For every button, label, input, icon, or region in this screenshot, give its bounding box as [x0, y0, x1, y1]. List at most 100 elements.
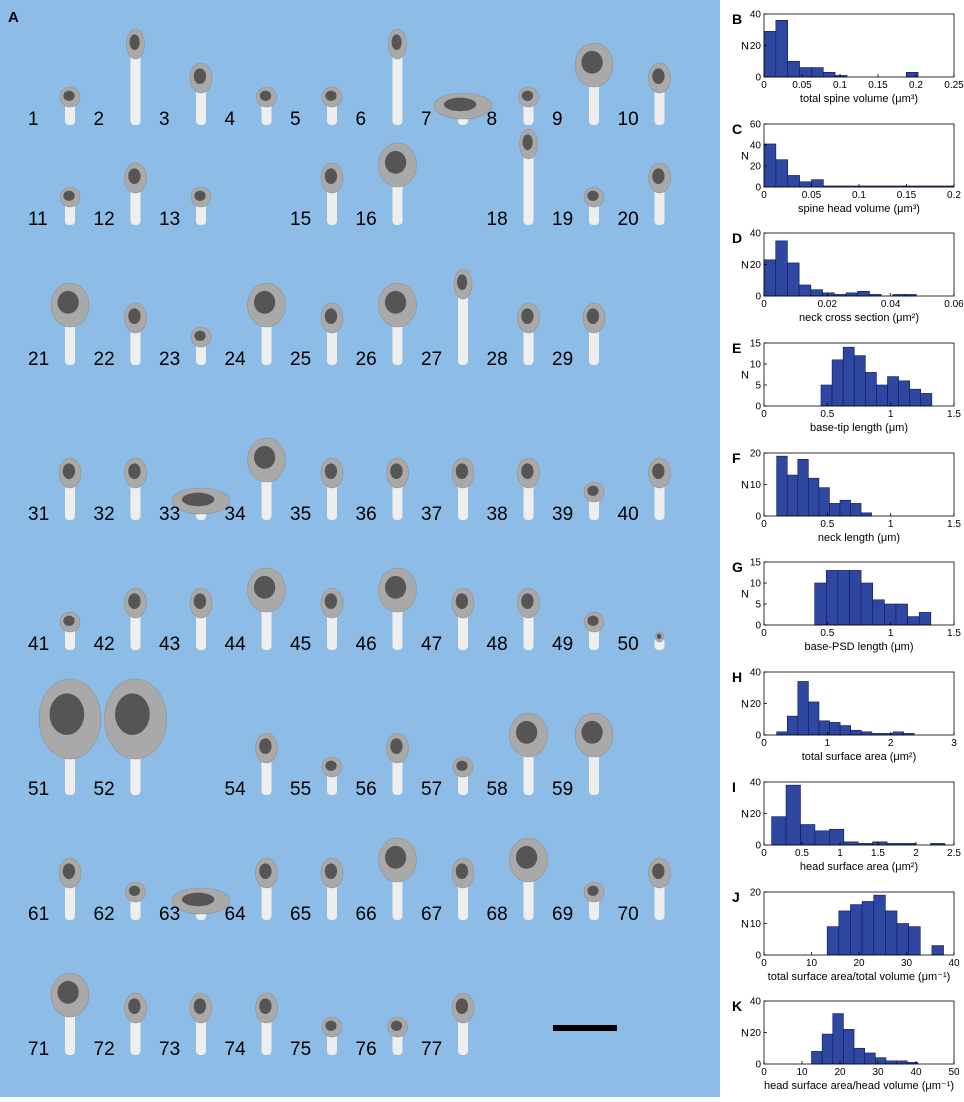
x-tick-label: 0 — [761, 738, 767, 749]
psd-patch — [129, 34, 140, 50]
y-tick-label: 0 — [755, 840, 761, 851]
spine-label: 68 — [487, 904, 508, 925]
spine-71: 71 — [28, 972, 90, 1060]
spine-label: 52 — [94, 779, 115, 800]
psd-patch — [652, 463, 665, 480]
histogram-bar — [808, 701, 820, 736]
spine-label: 77 — [421, 1039, 442, 1060]
spine-label: 66 — [356, 904, 377, 925]
spine-52: 52 — [94, 678, 167, 800]
x-tick-label: 1.5 — [947, 519, 961, 530]
histogram-bar — [811, 67, 824, 78]
histogram-bar — [800, 824, 816, 846]
spine-neck — [392, 323, 403, 365]
spine-neck — [65, 103, 75, 125]
histogram-bar — [763, 259, 777, 297]
x-tick-label: 0.04 — [881, 299, 901, 310]
x-tick-label: 0.5 — [820, 519, 834, 530]
spine-neck — [196, 203, 206, 225]
spine-label: 50 — [618, 634, 639, 655]
spine-label: 54 — [225, 779, 247, 800]
spine-7: 7 — [421, 92, 493, 130]
histogram-bar — [771, 816, 787, 846]
histogram-bar — [860, 512, 872, 517]
histogram-bar — [787, 174, 800, 187]
spine-label: 2 — [94, 109, 105, 130]
spine-35: 35 — [290, 457, 344, 525]
spine-label: 21 — [28, 349, 49, 370]
histogram-bar — [885, 1060, 897, 1065]
histogram-bar — [838, 910, 851, 955]
x-tick-label: 0 — [761, 1067, 767, 1078]
spine-72: 72 — [94, 992, 147, 1060]
y-tick-label: 40 — [750, 10, 762, 21]
x-tick-label: 0.15 — [897, 190, 917, 201]
spine-58: 58 — [487, 712, 548, 800]
panel-letter: E — [732, 340, 741, 356]
spine-label: 72 — [94, 1039, 115, 1060]
y-tick-label: 15 — [750, 339, 762, 350]
spine-neck — [196, 1019, 206, 1055]
y-axis-label: N — [741, 479, 749, 491]
spine-label: 19 — [552, 209, 573, 230]
histogram-bar — [775, 240, 788, 297]
histogram-bar — [873, 894, 886, 955]
histogram-bar — [829, 722, 841, 736]
spine-label: 67 — [421, 904, 442, 925]
spine-label: 69 — [552, 904, 573, 925]
histogram-bar — [776, 455, 788, 517]
spine-label: 42 — [94, 634, 115, 655]
x-axis-label: spine head volume (μm³) — [798, 203, 920, 215]
psd-patch — [325, 760, 337, 771]
histogram-bar — [876, 384, 888, 407]
histogram-bar — [775, 19, 789, 78]
histogram-bar — [763, 31, 777, 78]
spine-neck — [261, 759, 272, 795]
x-axis-label: total surface area (μm²) — [802, 751, 917, 763]
psd-patch — [128, 998, 141, 1014]
spine-label: 70 — [618, 904, 639, 925]
spine-label: 28 — [487, 349, 508, 370]
x-tick-label: 30 — [872, 1067, 884, 1078]
panel-letter: C — [732, 121, 742, 137]
psd-patch — [515, 845, 538, 869]
histogram-bar — [797, 681, 809, 736]
spine-neck — [458, 884, 468, 920]
psd-patch — [57, 290, 79, 314]
spine-61: 61 — [28, 857, 82, 925]
psd-patch — [522, 134, 533, 150]
histogram-bar — [797, 458, 809, 517]
spine-31: 31 — [28, 457, 82, 525]
psd-patch — [581, 50, 603, 74]
y-tick-label: 20 — [750, 161, 762, 172]
spine-label: 3 — [159, 109, 170, 130]
panel-letter: K — [732, 998, 742, 1014]
spine-neck — [589, 203, 599, 225]
spine-label: 24 — [225, 349, 247, 370]
histogram-bar — [885, 910, 898, 955]
axes-frame — [763, 342, 955, 407]
psd-patch — [62, 863, 76, 879]
spine-29: 29 — [552, 302, 606, 370]
y-tick-label: 5 — [755, 381, 761, 392]
spine-label: 5 — [290, 109, 301, 130]
y-tick-label: 0 — [755, 1060, 761, 1071]
x-tick-label: 0.05 — [792, 80, 812, 91]
spine-neck — [327, 1033, 337, 1055]
psd-patch — [324, 863, 338, 879]
spine-neck — [523, 484, 534, 520]
y-tick-label: 40 — [750, 668, 762, 679]
spine-label: 12 — [94, 209, 115, 230]
spine-neck — [523, 103, 534, 125]
psd-patch — [587, 485, 599, 496]
histogram-bar — [872, 599, 885, 626]
psd-patch — [259, 863, 272, 879]
spine-neck — [327, 884, 337, 920]
x-tick-label: 10 — [806, 958, 818, 969]
spine-neck — [589, 753, 599, 795]
x-tick-label: 0.1 — [852, 190, 866, 201]
x-tick-label: 0.2 — [947, 190, 961, 201]
